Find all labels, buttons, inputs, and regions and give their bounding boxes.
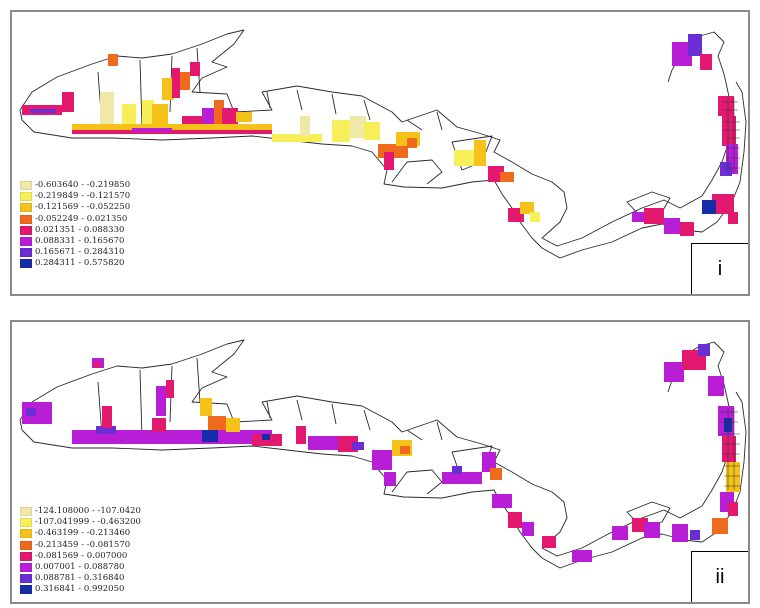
- colored-cells: [22, 34, 738, 236]
- legend-range: 0.165671 - 0.284310: [35, 247, 125, 258]
- legend-range: 0.007001 - 0.088780: [35, 561, 125, 572]
- legend-swatch: [20, 563, 32, 573]
- legend-item: -0.081569 - 0.007000: [20, 551, 141, 562]
- legend-item: 0.284311 - 0.575820: [20, 258, 130, 269]
- colored-cells: [22, 344, 740, 562]
- legend-item: -0.121569 - -0.052250: [20, 202, 130, 213]
- legend-item: 0.088781 - 0.316840: [20, 573, 141, 584]
- legend-swatch: [20, 203, 32, 213]
- legend-range: 0.088781 - 0.316840: [35, 573, 125, 584]
- legend-swatch: [20, 225, 32, 235]
- legend-item: -124.108000 - -107.0420: [20, 506, 141, 517]
- legend-swatch: [20, 214, 32, 224]
- legend-range: -107.041999 - -0.463200: [35, 517, 141, 528]
- legend-swatch: [20, 574, 32, 584]
- cell-gridlines: [722, 98, 740, 172]
- legend-item: 0.088331 - 0.165670: [20, 236, 130, 247]
- cell-gridlines: [720, 408, 740, 490]
- legend-item: -0.219849 - -0.121570: [20, 191, 130, 202]
- legend-item: 0.316841 - 0.992050: [20, 584, 141, 595]
- legend-range: 0.316841 - 0.992050: [35, 584, 125, 595]
- legend-range: -0.463199 - -0.213460: [35, 528, 131, 539]
- legend-range: -0.213459 - -0.081570: [35, 539, 131, 550]
- legend-item: -0.463199 - -0.213460: [20, 528, 141, 539]
- legend-swatch: [20, 551, 32, 561]
- legend-range: 0.021351 - 0.088330: [35, 224, 125, 235]
- legend-range: -124.108000 - -107.0420: [35, 506, 141, 516]
- legend-range: -0.219849 - -0.121570: [35, 191, 131, 202]
- panel-label: ii: [691, 551, 748, 602]
- legend-range: 0.088331 - 0.165670: [35, 235, 125, 246]
- legend: -0.603640 - -0.219850 -0.219849 - -0.121…: [20, 180, 130, 270]
- legend-range: -0.081569 - 0.007000: [35, 550, 128, 561]
- legend-range: 0.284311 - 0.575820: [35, 258, 125, 269]
- map-panel-ii: -124.108000 - -107.0420 -107.041999 - -0…: [10, 320, 750, 604]
- legend-swatch: [20, 237, 32, 247]
- legend-range: -0.603640 - -0.219850: [35, 180, 131, 190]
- legend-range: -0.121569 - -0.052250: [35, 202, 131, 213]
- legend-range: -0.052249 - 0.021350: [35, 213, 128, 224]
- legend-swatch: [20, 585, 32, 595]
- legend-item: -107.041999 - -0.463200: [20, 517, 141, 528]
- legend-item: -0.213459 - -0.081570: [20, 540, 141, 551]
- legend-swatch: [20, 507, 32, 517]
- legend-item: -0.603640 - -0.219850: [20, 180, 130, 191]
- legend-swatch: [20, 248, 32, 258]
- legend-swatch: [20, 192, 32, 202]
- coastline-map: [19, 339, 747, 569]
- legend-item: 0.007001 - 0.088780: [20, 562, 141, 573]
- coastline-map: [19, 29, 747, 259]
- panel-label: i: [691, 243, 748, 294]
- legend-swatch: [20, 259, 32, 269]
- legend-item: 0.021351 - 0.088330: [20, 225, 130, 236]
- map-panel-i: -0.603640 - -0.219850 -0.219849 - -0.121…: [10, 10, 750, 296]
- legend-swatch: [20, 529, 32, 539]
- legend-swatch: [20, 540, 32, 550]
- legend: -124.108000 - -107.0420 -107.041999 - -0…: [20, 506, 141, 596]
- legend-item: -0.052249 - 0.021350: [20, 214, 130, 225]
- legend-swatch: [20, 518, 32, 528]
- legend-item: 0.165671 - 0.284310: [20, 247, 130, 258]
- legend-swatch: [20, 181, 32, 191]
